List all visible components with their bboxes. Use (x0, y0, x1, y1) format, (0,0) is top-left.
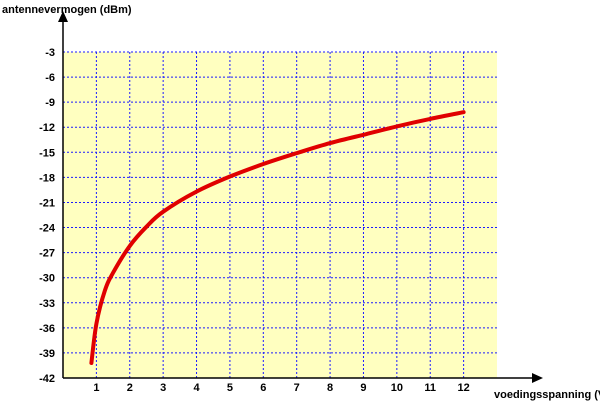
x-tick-label: 9 (360, 382, 366, 394)
tick-labels: 1 2 3 4 5 6 7 8 9 10 11 12-3-6-9-12-15-18-21-24-27-… (39, 47, 470, 394)
x-tick-label: 11 (424, 382, 436, 394)
y-axis-arrow (58, 11, 68, 22)
x-axis-arrow (532, 373, 543, 383)
x-tick-label: 10 (391, 382, 403, 394)
y-axis-label: antennevermogen (dBm) (2, 4, 132, 16)
y-tick-label: -6 (45, 72, 55, 84)
y-tick-label: -33 (39, 298, 55, 310)
x-tick-label: 1 (93, 382, 99, 394)
y-tick-label: -24 (39, 223, 56, 235)
y-tick-label: -42 (39, 373, 55, 385)
x-tick-label: 4 (193, 382, 200, 394)
y-tick-label: -39 (39, 348, 55, 360)
plot-background (63, 52, 497, 378)
y-tick-label: -30 (39, 273, 55, 285)
grid (63, 51, 497, 378)
y-tick-label: -15 (39, 147, 55, 159)
y-tick-label: -12 (39, 122, 55, 134)
y-tick-label: -21 (39, 197, 55, 209)
series-line (89, 110, 466, 365)
x-tick-label: 6 (260, 382, 266, 394)
x-tick-label: 3 (160, 382, 166, 394)
y-tick-label: -18 (39, 172, 55, 184)
x-tick-label: 5 (227, 382, 233, 394)
y-tick-label: -3 (45, 47, 55, 59)
y-tick-label: -9 (45, 97, 55, 109)
x-tick-label: 7 (294, 382, 300, 394)
x-tick-label: 2 (127, 382, 133, 394)
y-tick-label: -36 (39, 323, 55, 335)
x-tick-label: 8 (327, 382, 333, 394)
x-tick-label: 12 (457, 382, 469, 394)
axes (58, 11, 543, 383)
y-tick-label: -27 (39, 248, 55, 260)
x-axis-label: voedingsspanning (V) (494, 389, 600, 401)
